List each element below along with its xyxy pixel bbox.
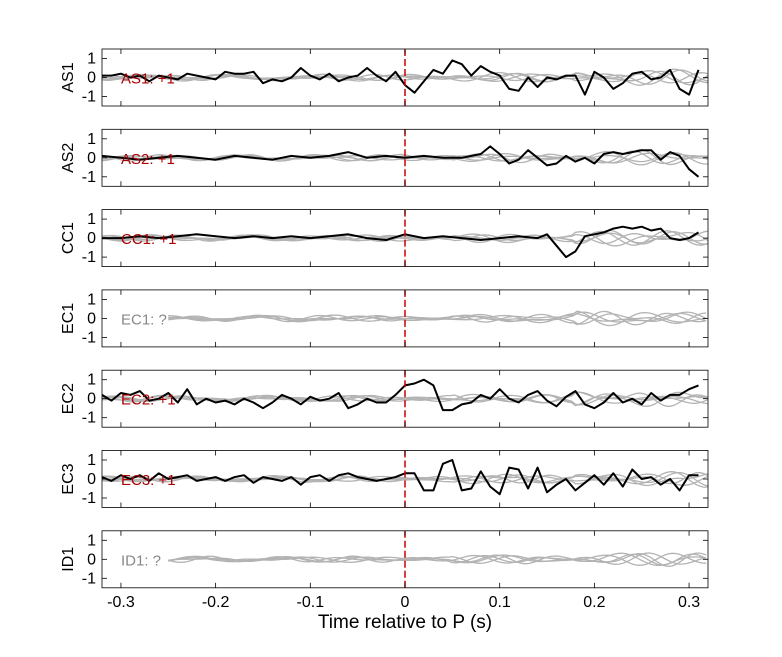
y-tick-label: 1 <box>87 452 96 469</box>
panel-annotation: AS1: +1 <box>121 71 175 88</box>
series-line-ec3 <box>102 459 699 496</box>
panel-cc1: -1 0 1 CC1 CC1: +1 <box>60 209 709 268</box>
background-trace <box>102 392 708 407</box>
x-tick-label: -0.2 <box>202 594 230 611</box>
y-axis-label: ID1 <box>60 547 77 572</box>
background-trace <box>168 312 707 322</box>
y-axis-label: AS1 <box>60 62 77 92</box>
y-tick-label: 0 <box>87 551 96 568</box>
y-tick-label: 0 <box>87 150 96 167</box>
x-tick-label: 0.2 <box>583 594 605 611</box>
x-tick-label: -0.1 <box>297 594 325 611</box>
y-tick-label: 0 <box>87 70 96 87</box>
panel-ec2: -1 0 1 EC2 EC2: +1 <box>60 369 709 428</box>
y-tick-label: -1 <box>82 169 96 186</box>
y-tick-label: 0 <box>87 310 96 327</box>
background-traces <box>168 552 707 568</box>
y-tick-label: 1 <box>87 211 96 228</box>
series-line-as1 <box>102 59 700 96</box>
y-tick-label: -1 <box>82 570 96 587</box>
panel-ec3: -1 0 1 EC3 EC3: +1 <box>60 450 709 508</box>
y-tick-label: -1 <box>82 329 96 346</box>
y-axis-label: CC1 <box>60 222 77 254</box>
x-tick-label: 0.1 <box>489 594 511 611</box>
panel-annotation: EC2: +1 <box>121 392 176 409</box>
y-tick-label: 1 <box>87 532 96 549</box>
y-tick-label: -1 <box>82 490 96 507</box>
background-trace <box>102 233 708 245</box>
x-tick-label: -0.3 <box>107 594 135 611</box>
panel-as1: -1 0 1 AS1 AS1: +1 <box>60 48 709 107</box>
y-tick-label: 1 <box>87 51 96 68</box>
series-line-as2 <box>102 145 700 178</box>
background-trace <box>168 553 707 566</box>
y-axis-label: EC2 <box>60 383 77 414</box>
background-trace <box>168 310 707 326</box>
y-tick-label: -1 <box>82 410 96 427</box>
y-axis-label: EC3 <box>60 463 77 494</box>
x-tick-label: 0 <box>401 594 410 611</box>
y-tick-label: -1 <box>82 249 96 266</box>
y-tick-label: 1 <box>87 291 96 308</box>
panel-annotation: EC1: ? <box>121 311 167 328</box>
panel-annotation: ID1: ? <box>121 552 161 569</box>
y-tick-label: 0 <box>87 391 96 408</box>
y-tick-label: 0 <box>87 471 96 488</box>
x-tick-label: 0.3 <box>678 594 700 611</box>
y-tick-label: 1 <box>87 372 96 389</box>
background-trace <box>168 552 707 565</box>
y-tick-label: 1 <box>87 131 96 148</box>
background-trace <box>102 230 708 246</box>
background-traces <box>102 229 708 247</box>
background-traces <box>168 310 707 327</box>
background-trace <box>102 471 708 488</box>
series-line-ec2 <box>102 378 699 412</box>
x-axis-label: Time relative to P (s) <box>318 612 492 633</box>
y-tick-label: -1 <box>82 89 96 106</box>
series-line-cc1 <box>102 225 700 259</box>
y-axis-label: EC1 <box>60 303 77 334</box>
panel-ec1: -1 0 1 EC1 EC1: ? <box>60 289 709 348</box>
y-tick-label: 0 <box>87 230 96 247</box>
panel-as2: -1 0 1 AS2 AS2: +1 <box>60 128 709 187</box>
panel-annotation: EC3: +1 <box>121 472 176 489</box>
panel-annotation: CC1: +1 <box>121 231 176 248</box>
panel-stack: -1 0 1 AS1 AS1: +1 -1 0 1 AS2 AS2: +1 -1 0 1 CC1 CC1: … <box>60 48 709 611</box>
y-axis-label: AS2 <box>60 143 77 173</box>
panel-annotation: AS2: +1 <box>121 151 175 168</box>
panel-id1: -1 0 1 ID1 ID1: ? <box>60 530 709 589</box>
